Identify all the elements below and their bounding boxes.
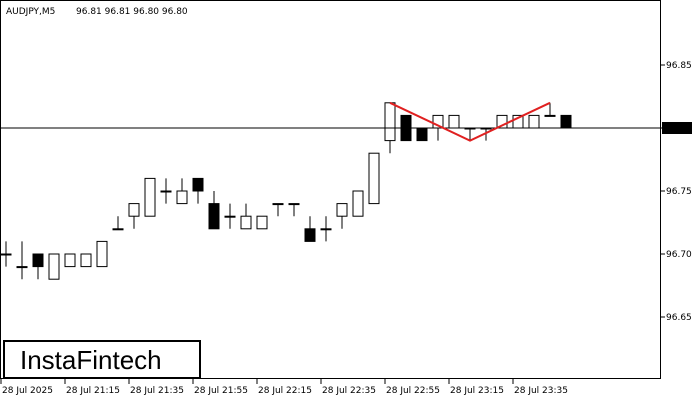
x-axis: 28 Jul 2025 28 Jul 21:15 28 Jul 21:35 28 Ju… <box>0 379 568 396</box>
candle-body <box>208 203 220 230</box>
candle-body <box>272 203 284 206</box>
logo-text: InstaFintech <box>20 345 162 375</box>
candle-body <box>0 253 12 256</box>
candle-body <box>368 152 380 205</box>
x-tick-label: 28 Jul 2025 <box>2 386 53 396</box>
candle-body <box>32 253 44 268</box>
candle <box>240 203 252 230</box>
candle-body <box>16 266 28 269</box>
x-tick-label: 28 Jul 22:35 <box>322 386 376 396</box>
candle <box>448 114 460 129</box>
candle <box>416 127 428 142</box>
candle <box>560 114 572 129</box>
candle <box>0 241 12 267</box>
candle <box>304 216 316 242</box>
candle-body <box>384 102 396 142</box>
cur-price-badge-text: 96.80 <box>666 124 692 134</box>
x-tick-label: 28 Jul 23:35 <box>514 386 568 396</box>
x-tick-label: 28 Jul 21:15 <box>66 386 120 396</box>
candle-body <box>448 114 460 129</box>
candle-body <box>336 203 348 217</box>
y-tick-label: 96.75 <box>666 187 692 197</box>
candle-body <box>128 203 140 217</box>
candle <box>528 114 540 129</box>
y-axis: 96.85 96.80 96.75 96.70 96.65 <box>661 61 692 323</box>
candle <box>80 253 92 268</box>
candle-body <box>560 114 572 129</box>
candle <box>336 203 348 229</box>
candle <box>128 203 140 229</box>
candle-body <box>528 114 540 129</box>
candle <box>544 102 556 117</box>
candle <box>256 215 268 230</box>
candle-body <box>352 190 364 217</box>
candle <box>64 253 76 268</box>
candle-body <box>48 253 60 280</box>
candle-body <box>160 190 172 193</box>
candle <box>320 216 332 242</box>
candle <box>192 177 204 204</box>
candle-body <box>544 114 556 117</box>
logo-box <box>3 340 201 379</box>
x-tick-label: 28 Jul 21:35 <box>130 386 184 396</box>
brand-logo: InstaFintech <box>3 340 201 379</box>
candle-body <box>304 228 316 242</box>
candle-body <box>64 253 76 268</box>
candle-body <box>192 177 204 192</box>
ohlc-readout: 96.81 96.81 96.80 96.80 <box>76 7 188 17</box>
x-tick-label: 28 Jul 22:55 <box>386 386 440 396</box>
candle-body <box>144 177 156 217</box>
candle-body <box>224 215 236 218</box>
candle <box>176 178 188 205</box>
candle <box>352 190 364 217</box>
candle-body <box>416 127 428 142</box>
candle <box>272 203 284 217</box>
y-tick-label: 96.70 <box>666 250 692 260</box>
candle <box>16 241 28 280</box>
candle <box>208 191 220 230</box>
candle <box>288 203 300 217</box>
cur-price-badge: 96.80 <box>662 122 692 134</box>
candle <box>144 177 156 217</box>
candle <box>32 253 44 280</box>
candle-body <box>256 215 268 230</box>
candle <box>112 216 124 231</box>
candle <box>160 178 172 204</box>
candle-body <box>80 253 92 268</box>
candle-body <box>288 203 300 206</box>
symbol-label: AUDJPY,M5 <box>6 7 55 17</box>
plot-area[interactable] <box>0 0 661 379</box>
x-tick-label: 28 Jul 22:15 <box>258 386 312 396</box>
candle-body <box>240 215 252 230</box>
pattern-line <box>389 101 551 142</box>
y-tick-label: 96.65 <box>666 313 692 323</box>
candle-body <box>96 240 108 268</box>
candle-body <box>176 190 188 205</box>
candle <box>224 203 236 229</box>
candle-body <box>320 228 332 231</box>
candle <box>96 240 108 268</box>
cur-price-badge-bg <box>662 122 692 134</box>
y-tick-label: 96.85 <box>666 61 692 71</box>
candle <box>368 152 380 205</box>
x-tick-label: 28 Jul 21:55 <box>194 386 248 396</box>
candle-body <box>112 228 124 231</box>
x-tick-label: 28 Jul 23:15 <box>450 386 504 396</box>
candle <box>48 253 60 280</box>
